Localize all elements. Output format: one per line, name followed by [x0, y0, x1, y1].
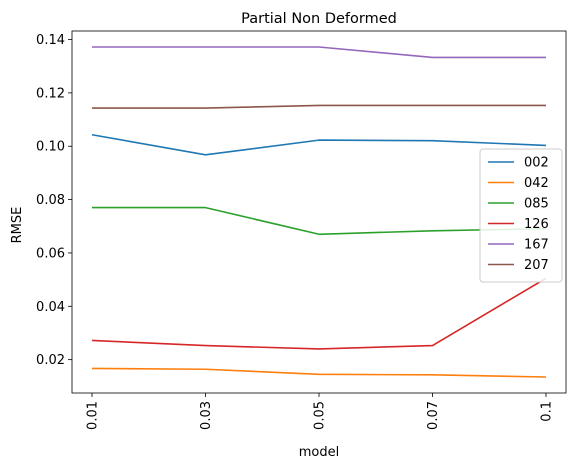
plot-area: [91, 46, 547, 378]
legend-label-207: 207: [524, 258, 549, 273]
y-tick-label: 0.04: [36, 300, 65, 315]
series-line-085: [92, 206, 547, 236]
x-tick-label: 0.1: [540, 401, 555, 422]
x-axis: 0.01 0.03 0.05 0.07 0.1: [86, 393, 555, 430]
legend: 002 042 085 126 167 207: [479, 148, 563, 283]
series-line-167: [92, 46, 546, 59]
legend-label-042: 042: [524, 176, 549, 191]
series-line-042: [91, 367, 547, 378]
legend-box: [479, 148, 563, 283]
x-tick-label: 0.03: [199, 401, 214, 430]
legend-label-002: 002: [524, 156, 549, 171]
y-axis-label: RMSE: [10, 207, 25, 244]
series-line-207: [92, 104, 546, 109]
y-tick-label: 0.08: [36, 193, 65, 208]
x-tick-label: 0.07: [426, 401, 441, 430]
y-tick-label: 0.10: [36, 140, 65, 155]
legend-label-085: 085: [524, 197, 549, 212]
legend-label-167: 167: [524, 238, 549, 253]
x-tick-label: 0.01: [86, 401, 101, 430]
y-tick-label: 0.14: [36, 33, 65, 48]
y-tick-label: 0.12: [36, 86, 65, 101]
series-line-126: [91, 277, 547, 350]
legend-label-126: 126: [524, 217, 549, 232]
y-axis: 0.02 0.04 0.06 0.08 0.10 0.12 0.14: [36, 33, 72, 368]
x-axis-label: model: [299, 445, 339, 460]
chart-title: Partial Non Deformed: [241, 11, 397, 27]
x-tick-label: 0.05: [313, 401, 328, 430]
y-tick-label: 0.06: [36, 246, 65, 261]
series-line-002: [91, 133, 547, 156]
y-tick-label: 0.02: [36, 353, 65, 368]
